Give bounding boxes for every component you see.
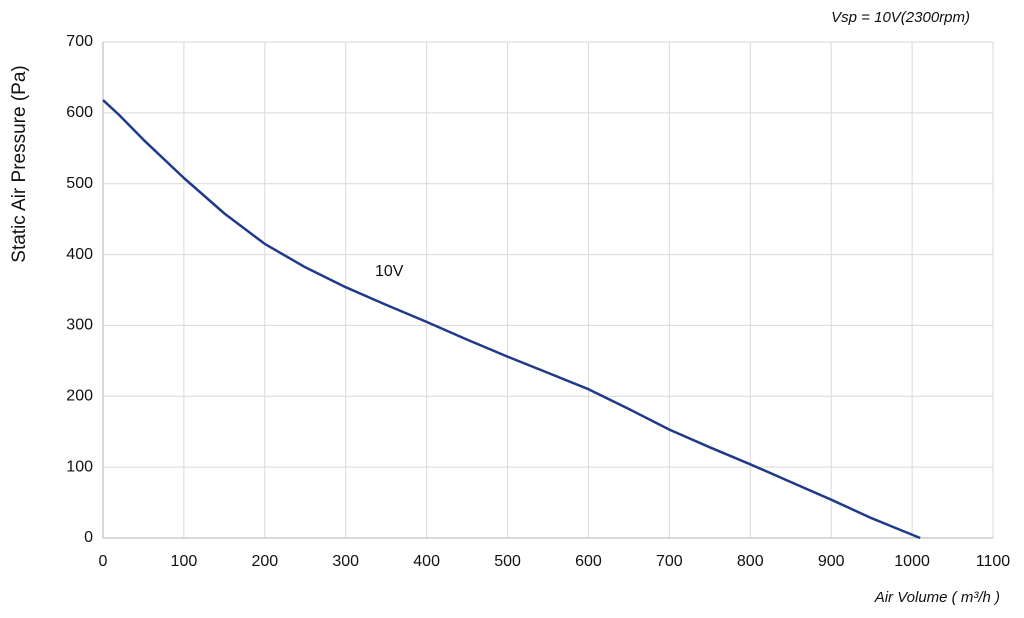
x-axis-label: Air Volume ( m³/h ): [874, 589, 1000, 606]
y-tick-label: 300: [66, 317, 93, 334]
x-tick-label: 300: [332, 553, 359, 570]
y-tick-label: 200: [66, 388, 93, 405]
x-tick-label: 800: [737, 553, 764, 570]
x-tick-label: 1100: [976, 553, 1011, 570]
y-tick-label: 600: [66, 104, 93, 121]
y-tick-label: 500: [66, 175, 93, 192]
x-tick-label: 100: [171, 553, 198, 570]
x-tick-label: 500: [494, 553, 521, 570]
line-series: [102, 99, 921, 540]
chart-subtitle: Vsp = 10V(2300rpm): [831, 9, 970, 26]
series-label: 10V: [375, 263, 404, 280]
x-tick-label: 600: [575, 553, 602, 570]
y-axis-label: Static Air Pressure (Pa): [9, 65, 30, 262]
x-tick-label: 1000: [894, 553, 930, 570]
y-tick-label: 400: [66, 246, 93, 263]
x-tick-label: 200: [251, 553, 278, 570]
x-tick-label: 400: [413, 553, 440, 570]
y-tick-label: 0: [84, 529, 93, 546]
x-tick-label: 0: [99, 553, 108, 570]
x-tick-label: 700: [656, 553, 683, 570]
y-tick-label: 100: [66, 458, 93, 475]
x-tick-label: 900: [818, 553, 845, 570]
y-tick-label: 700: [66, 33, 93, 50]
